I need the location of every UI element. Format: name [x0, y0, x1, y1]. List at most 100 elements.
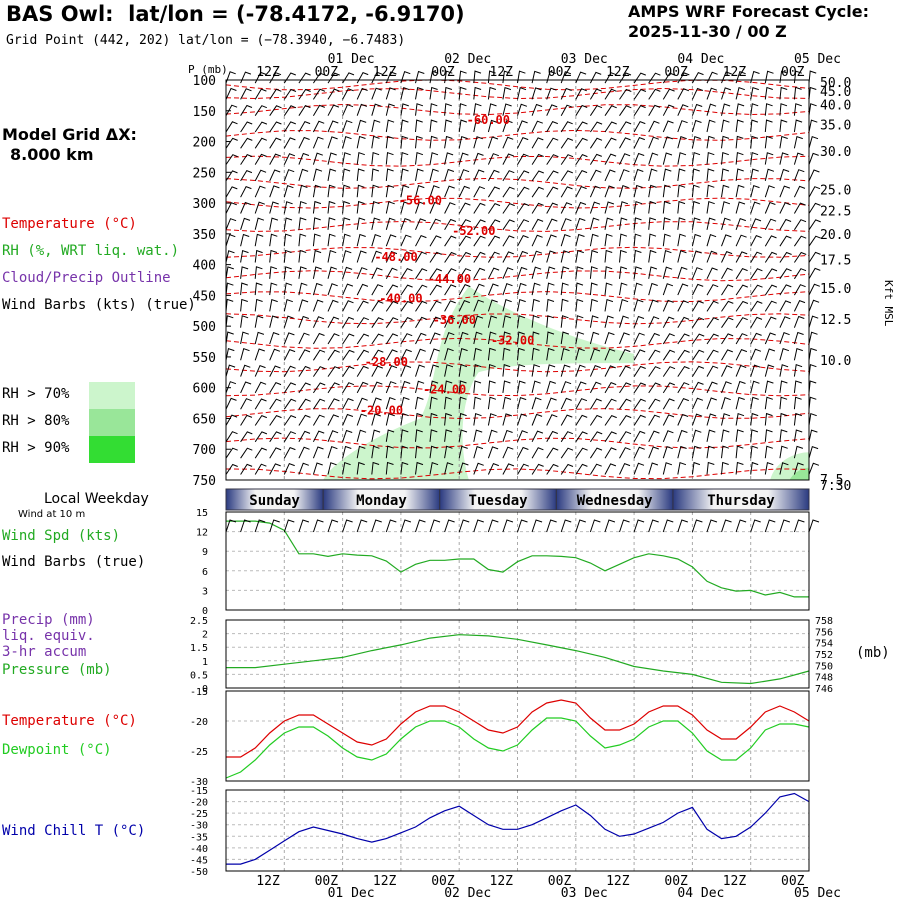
wind-barb	[706, 333, 719, 345]
wind-barb	[487, 103, 497, 116]
wind-barb	[415, 70, 425, 84]
wind-barb	[575, 331, 585, 345]
wind-barb	[429, 380, 439, 393]
wind-barb	[560, 347, 570, 361]
wind-barb	[444, 268, 457, 280]
wind-barb	[342, 72, 355, 84]
legend-precip: Precip (mm)	[2, 612, 95, 628]
wind-barb	[444, 380, 453, 393]
wind-barb	[808, 364, 817, 377]
wind-barb	[487, 235, 501, 247]
wind-barb	[662, 283, 674, 296]
wind-barb	[225, 397, 237, 410]
wind-barb	[298, 120, 311, 133]
wind-barb	[400, 184, 410, 198]
wind-barb	[356, 119, 367, 133]
wind-barb	[721, 267, 733, 280]
surface-wind-barb	[487, 519, 499, 533]
wind-barb	[312, 299, 324, 312]
wind-barb	[706, 201, 715, 214]
wind-barb	[706, 445, 715, 459]
wind-barb	[677, 349, 690, 361]
wind-barb	[662, 398, 675, 410]
wind-barb	[342, 104, 354, 116]
wind-barb	[779, 300, 792, 312]
wind-barb	[385, 333, 398, 345]
wind-barb	[633, 398, 646, 410]
wind-barb	[298, 136, 310, 149]
wind-barb	[254, 153, 267, 165]
wind-barb	[283, 217, 293, 230]
wind-barb	[356, 283, 369, 296]
wind-barb	[342, 429, 353, 442]
wind-barb	[487, 169, 500, 182]
wind-barb	[764, 70, 774, 84]
top-time-tick-2: 12Z	[373, 65, 397, 80]
wind-barb	[517, 202, 530, 214]
cycle-line-2: 2025-11-30 / 00 Z	[628, 22, 787, 41]
wind-barb	[269, 169, 281, 182]
wind-barb	[546, 463, 559, 475]
wind-barb	[517, 186, 530, 198]
wind-barb	[589, 185, 601, 198]
isotherm-label-2: -56.00	[399, 194, 442, 208]
pressure-ytick-1: 748	[815, 673, 833, 684]
wind-barb	[691, 119, 702, 133]
legend-pressure: Pressure (mb)	[2, 662, 112, 678]
bottom-date-3: 04 Dec	[677, 886, 724, 900]
wind-barb	[648, 217, 657, 230]
wind-barb	[429, 185, 440, 198]
legend-liq: liq. equiv.	[2, 628, 95, 644]
wind-barb	[240, 233, 250, 247]
wind-barb	[662, 266, 673, 279]
wind-barb	[415, 445, 423, 459]
isotherm-3	[225, 103, 810, 116]
wind-barb	[225, 121, 238, 133]
wind-barb	[444, 119, 453, 133]
wind-barb	[415, 86, 424, 100]
wind-barb	[254, 282, 263, 296]
wind-barb	[633, 266, 642, 279]
wind-barb	[619, 431, 632, 443]
wind-barb	[808, 202, 821, 214]
wind-barb	[517, 266, 528, 279]
wind-barb	[604, 249, 613, 263]
wind-barb	[706, 284, 719, 296]
wind-barb	[735, 217, 746, 230]
wind-barb	[298, 332, 310, 345]
wind-barb	[648, 152, 659, 165]
wind-barb	[400, 152, 409, 165]
wind-barb	[691, 217, 701, 230]
wind-barb	[735, 152, 744, 165]
surface-wind-barb	[546, 519, 557, 533]
wind-barb	[240, 266, 249, 279]
wind-barb	[619, 153, 631, 165]
wind-barb	[517, 396, 527, 410]
wind-barb	[779, 119, 788, 133]
isotherm-18	[225, 468, 810, 480]
bottom-time-tick-8: 12Z	[723, 874, 747, 889]
wind-barb	[575, 233, 585, 247]
height-tick-5: 25.0	[820, 184, 851, 199]
wind-barb	[400, 364, 412, 377]
surface-wind-barb	[356, 519, 368, 533]
wind-barb	[444, 152, 454, 165]
wind-barb	[385, 87, 396, 100]
wind-barb	[764, 380, 774, 393]
wind-barb	[633, 120, 646, 133]
wind-barb	[677, 333, 690, 345]
wind-barb	[546, 70, 556, 84]
wind-barb	[619, 414, 632, 426]
surface-wind-barb	[633, 519, 645, 533]
wind-barb	[721, 103, 731, 116]
temperature-panel-ytick-1: -25	[190, 747, 208, 758]
wind-barb	[312, 430, 325, 443]
wind-barb	[750, 268, 763, 280]
wind-barb	[764, 218, 777, 231]
wind-barb	[779, 103, 788, 116]
temperature-panel-series-0	[226, 699, 810, 758]
wind-barb	[371, 333, 384, 345]
wind-barb	[721, 135, 730, 149]
height-bottom-label: 7.30	[820, 479, 851, 494]
wind-barb	[473, 331, 483, 345]
